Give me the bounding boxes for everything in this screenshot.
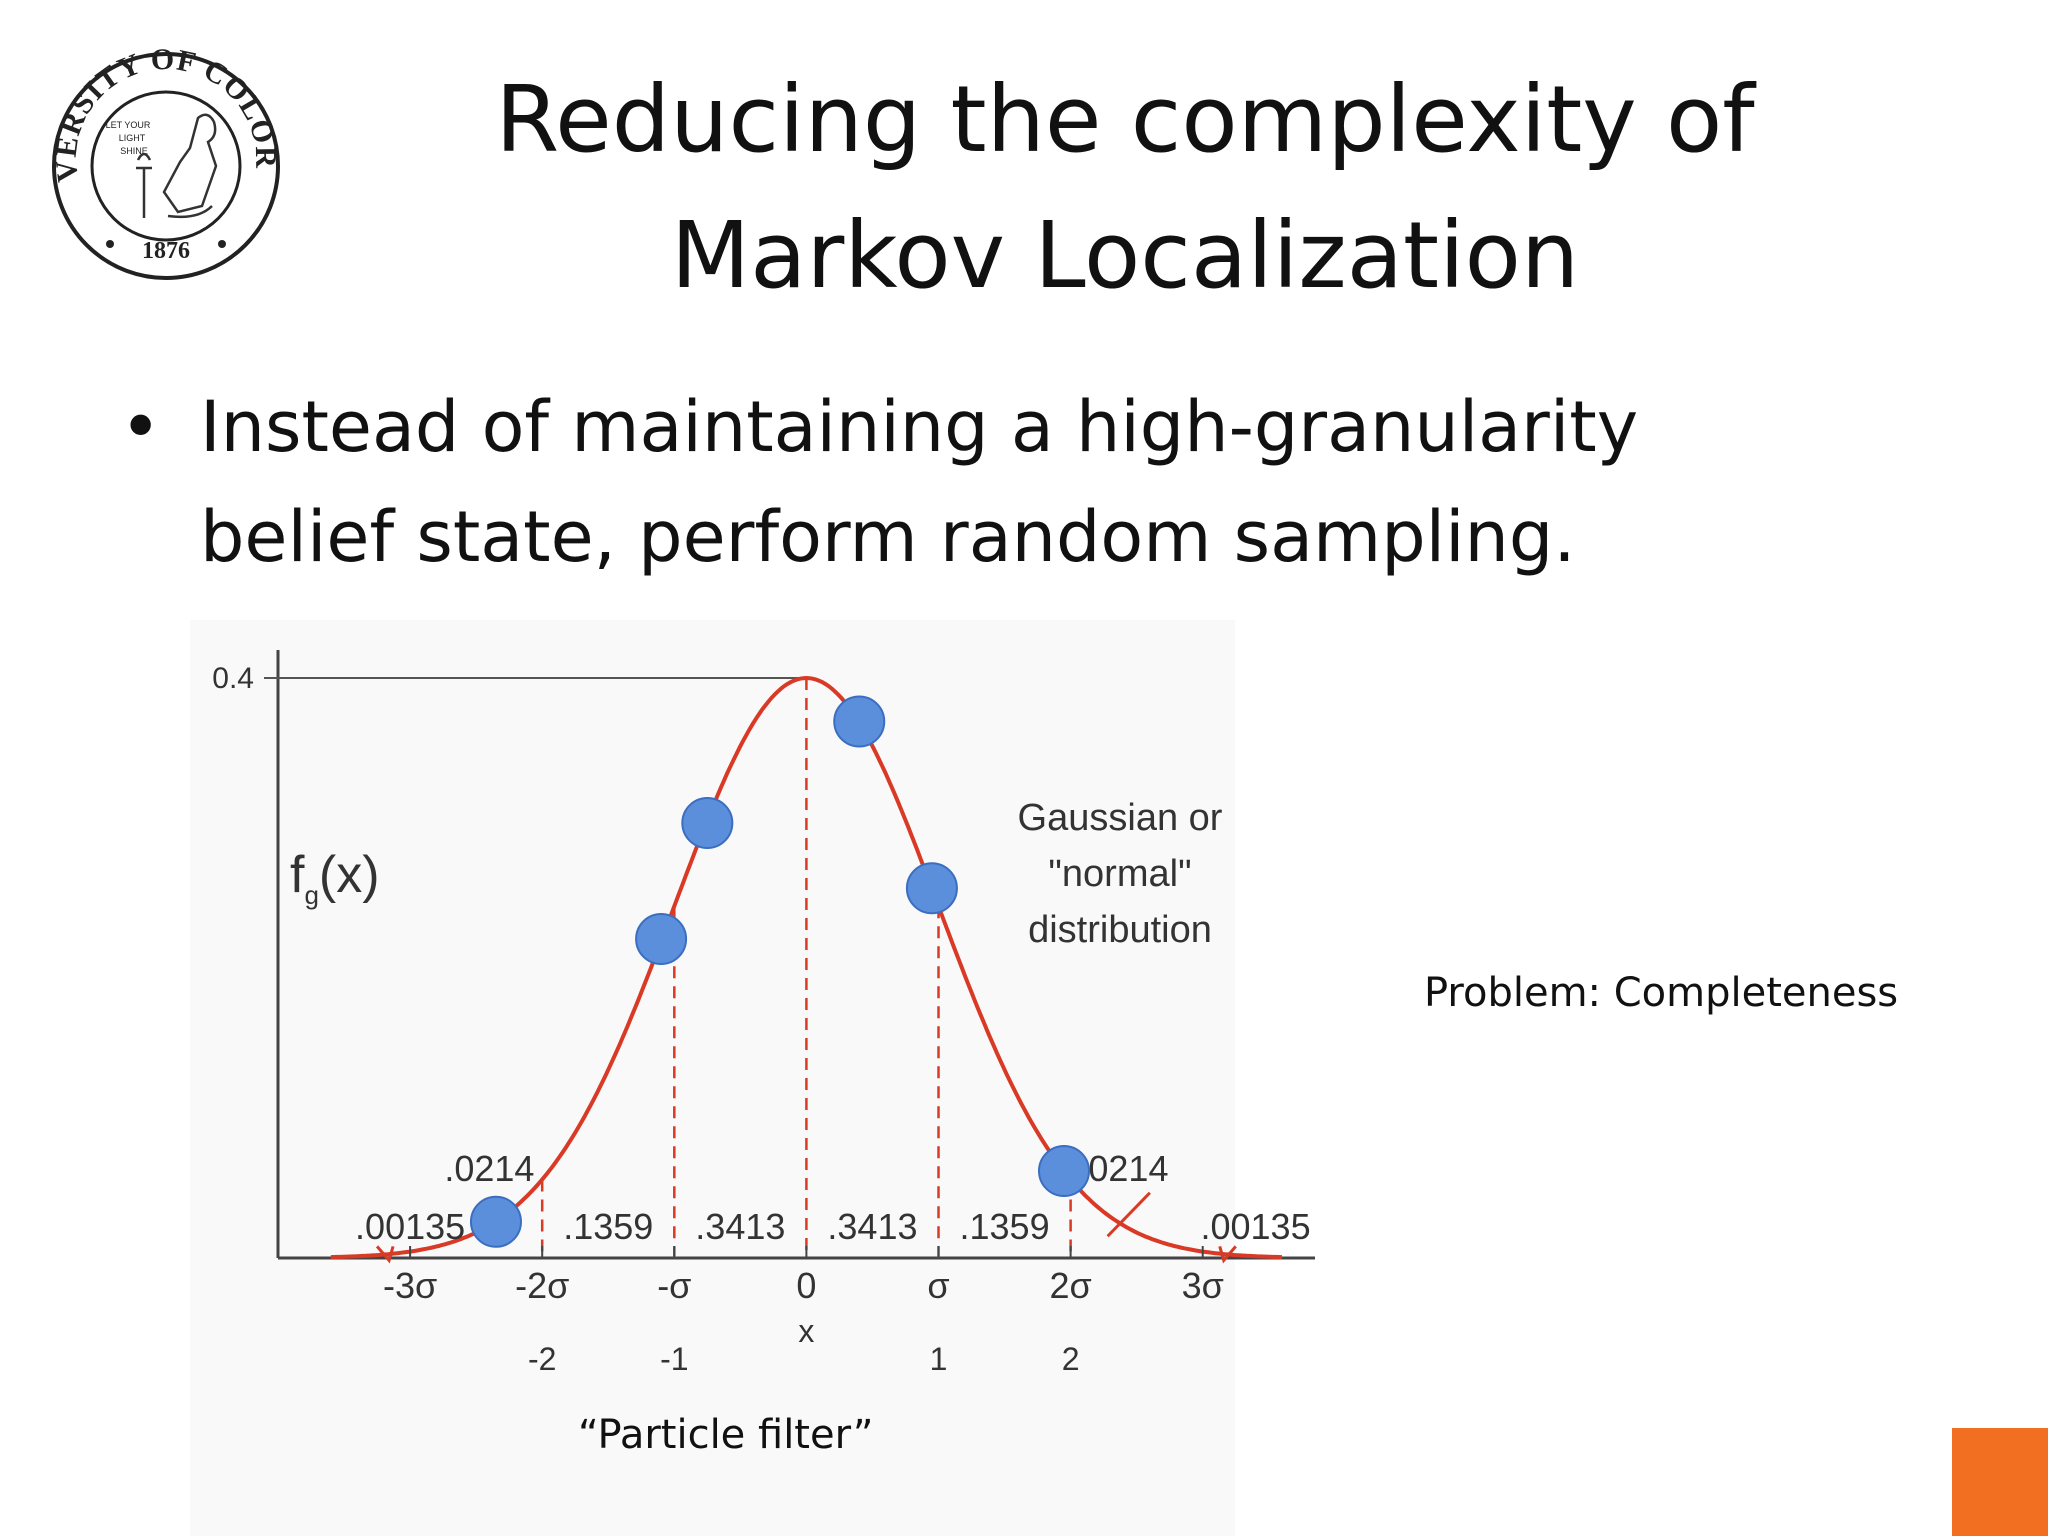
gaussian-chart: 0.4 fg(x) -3σ -2σ -σ 0 σ 2σ 3σ -2 -1 1 2 x .00135 .0214… <box>212 650 1315 1377</box>
z-score-label: -1 <box>660 1341 688 1377</box>
distribution-annotation: distribution <box>1028 909 1212 951</box>
area-label: .1359 <box>960 1206 1050 1247</box>
figure-caption: “Particle filter” <box>578 1412 874 1458</box>
area-label: .3413 <box>695 1206 785 1247</box>
area-label: .3413 <box>827 1206 917 1247</box>
area-label: .1359 <box>563 1206 653 1247</box>
x-tick-label: 0 <box>796 1265 816 1306</box>
area-label: .0214 <box>444 1148 534 1189</box>
x-tick-label: 2σ <box>1049 1265 1091 1306</box>
x-tick-label: -σ <box>657 1265 691 1306</box>
distribution-annotation: "normal" <box>1048 853 1191 895</box>
title-line-1: Reducing the complexity of <box>495 66 1755 173</box>
bullet-marker: • <box>120 386 162 468</box>
seal-year: 1876 <box>142 238 190 264</box>
slide-title: Reducing the complexity of Markov Locali… <box>430 52 1820 324</box>
figure-background <box>190 620 1235 1536</box>
z-score-label: -2 <box>528 1341 556 1377</box>
x-tick-label: -2σ <box>515 1265 569 1306</box>
particle-point <box>635 913 688 965</box>
right-tail-arrow <box>1218 1245 1237 1264</box>
particle-point <box>833 695 886 748</box>
left-tail-arrow <box>375 1245 395 1264</box>
particle-point <box>905 862 958 915</box>
distribution-annotation: Gaussian or <box>1018 797 1223 839</box>
seal-motto-3: SHINE <box>120 146 148 156</box>
area-label: .00135 <box>1200 1206 1310 1247</box>
x-tick-label: σ <box>927 1265 949 1306</box>
particle-point <box>681 797 734 849</box>
x-tick-label: 3σ <box>1182 1265 1224 1306</box>
title-line-2: Markov Localization <box>670 202 1580 309</box>
bullet-line-2: belief state, perform random sampling. <box>200 496 1576 578</box>
seal-motto-1: LET YOUR <box>106 120 151 130</box>
area-label: .00135 <box>355 1206 465 1247</box>
particle-point <box>1038 1145 1091 1197</box>
area-pointer-arrow <box>1106 1191 1151 1238</box>
accent-corner-block <box>1952 1428 2048 1536</box>
z-score-label: 1 <box>930 1341 948 1377</box>
area-label: .0214 <box>1078 1148 1168 1189</box>
bullet-text: Instead of maintaining a high-granularit… <box>200 372 1820 592</box>
z-score-label: 2 <box>1062 1341 1080 1377</box>
x-axis-label: x <box>798 1313 814 1349</box>
bullet-line-1: Instead of maintaining a high-granularit… <box>200 386 1639 468</box>
x-tick-label: -3σ <box>383 1265 437 1306</box>
y-tick-label: 0.4 <box>212 662 254 695</box>
university-seal: UNIVERSITY OF COLORADO LET YOUR LIGHT SH… <box>48 48 281 280</box>
seal-figure-icon <box>136 113 218 219</box>
function-label: fg(x) <box>290 846 380 910</box>
problem-note: Problem: Completeness <box>1424 970 1899 1016</box>
particle-point <box>469 1195 522 1248</box>
seal-motto-2: LIGHT <box>119 133 146 143</box>
